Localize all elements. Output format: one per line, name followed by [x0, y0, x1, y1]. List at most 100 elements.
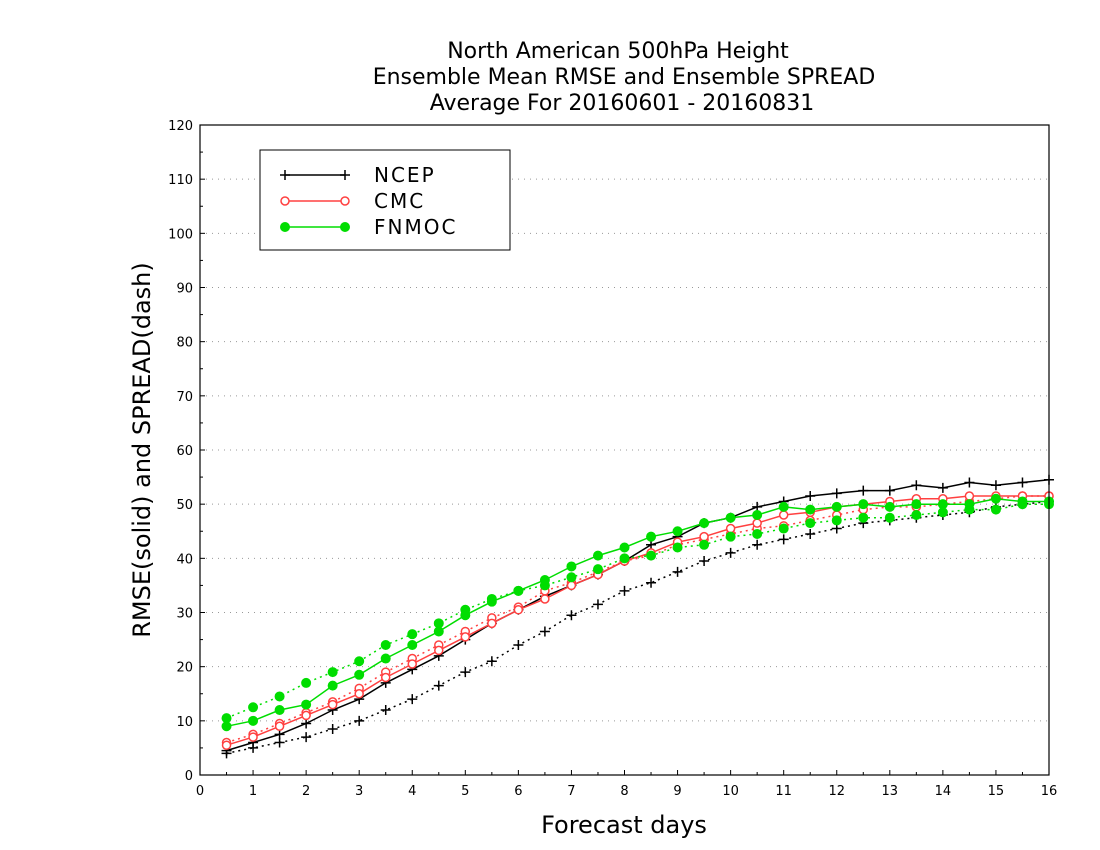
data-point-fnmoc-rmse [805, 504, 816, 515]
data-point-cmc-rmse [752, 518, 762, 528]
data-point-ncep-spread [460, 667, 471, 678]
data-point-cmc-rmse [513, 605, 524, 615]
data-point-ncep-rmse [964, 477, 975, 488]
data-point-fnmoc-spread [672, 542, 683, 553]
data-point-cmc-rmse [221, 740, 232, 750]
data-point-ncep-spread [646, 577, 657, 588]
data-point-ncep-spread [699, 556, 710, 567]
data-point-fnmoc-rmse [248, 715, 259, 726]
data-point-cmc-rmse [248, 732, 258, 742]
data-point-ncep-spread [513, 640, 524, 650]
data-point-ncep-spread [752, 539, 763, 550]
legend-marker-fnmoc [280, 222, 290, 232]
data-point-cmc-rmse [964, 491, 975, 501]
data-point-ncep-spread [354, 715, 365, 726]
data-point-cmc-rmse [778, 510, 789, 520]
y-tick-label: 100 [168, 227, 193, 242]
plot-series [221, 474, 1054, 759]
data-point-fnmoc-spread [990, 504, 1001, 515]
data-point-fnmoc-spread [619, 553, 630, 564]
x-tick-label: 6 [514, 784, 522, 799]
data-point-ncep-rmse [990, 480, 1001, 491]
data-point-fnmoc-spread [592, 564, 603, 575]
series-ncep [221, 474, 1054, 759]
series-cmc [221, 491, 1054, 750]
x-tick-label: 3 [355, 784, 363, 799]
y-axis: 0 10 20 30 40 50 60 70 80 90 100 110 120 [168, 119, 205, 784]
legend-label-fnmoc: FNMOC [374, 215, 457, 239]
data-point-ncep-spread [566, 610, 577, 621]
data-point-ncep-spread [301, 732, 312, 743]
data-point-ncep-spread [778, 534, 789, 545]
data-point-fnmoc-rmse [937, 499, 948, 510]
data-point-cmc-rmse [566, 580, 577, 591]
x-tick-label: 10 [722, 784, 739, 799]
legend-marker-fnmoc [340, 222, 350, 232]
y-tick-label: 110 [168, 173, 193, 188]
data-point-fnmoc-rmse [407, 640, 418, 650]
data-point-fnmoc-rmse [672, 526, 683, 537]
data-point-fnmoc-rmse [274, 705, 285, 715]
data-point-fnmoc-rmse [699, 518, 710, 529]
data-point-fnmoc-rmse [1017, 496, 1028, 507]
title-line-3: Average For 20160601 - 20160831 [430, 91, 815, 116]
data-point-cmc-rmse [380, 672, 391, 683]
data-point-fnmoc-spread [274, 691, 285, 702]
data-point-ncep-spread [672, 566, 683, 577]
y-axis-title: RMSE(solid) and SPREAD(dash) [128, 262, 156, 638]
data-point-fnmoc-spread [778, 523, 789, 534]
series-line-ncep-rmse [226, 479, 1050, 752]
data-point-cmc-rmse [540, 594, 550, 604]
x-tick-label: 9 [673, 784, 681, 799]
x-tick-label: 0 [196, 784, 204, 799]
y-tick-label: 30 [176, 607, 193, 622]
data-point-cmc-rmse [327, 699, 338, 710]
data-point-fnmoc-rmse [513, 585, 524, 596]
x-tick-label: 11 [775, 784, 792, 799]
data-point-ncep-spread [433, 680, 444, 691]
data-point-fnmoc-rmse [460, 610, 471, 621]
data-point-fnmoc-rmse [301, 699, 312, 710]
data-point-fnmoc-spread [301, 677, 312, 688]
data-point-fnmoc-rmse [380, 653, 391, 664]
legend-label-ncep: NCEP [374, 163, 436, 187]
data-point-fnmoc-spread [805, 518, 816, 529]
data-point-fnmoc-spread [752, 528, 763, 539]
data-point-fnmoc-spread [380, 640, 391, 650]
data-point-fnmoc-rmse [433, 626, 444, 637]
data-point-fnmoc-spread [831, 515, 842, 526]
series-line-fnmoc-spread [226, 503, 1049, 719]
series-line-cmc-rmse [226, 495, 1049, 746]
data-point-fnmoc-spread [884, 512, 895, 523]
data-point-fnmoc-spread [646, 550, 657, 561]
data-point-fnmoc-spread [407, 629, 418, 640]
data-point-fnmoc-rmse [778, 501, 789, 512]
x-tick-label: 4 [408, 784, 416, 799]
x-tick-label: 1 [249, 784, 257, 799]
x-tick-label: 8 [620, 784, 628, 799]
data-point-fnmoc-rmse [911, 499, 922, 510]
x-tick-label: 2 [302, 784, 310, 799]
data-point-fnmoc-rmse [539, 575, 550, 585]
y-tick-label: 10 [176, 715, 193, 730]
data-point-fnmoc-rmse [486, 596, 497, 607]
data-point-cmc-rmse [487, 618, 497, 629]
data-point-cmc-rmse [301, 710, 311, 721]
data-point-cmc-rmse [354, 689, 364, 699]
x-axis: 0 1 2 3 4 5 6 7 8 9 10 11 12 13 14 15 16 [196, 770, 1057, 799]
data-point-cmc-rmse [407, 659, 417, 669]
x-tick-label: 14 [935, 784, 952, 799]
data-point-fnmoc-spread [699, 539, 710, 550]
data-point-ncep-spread [327, 723, 338, 734]
data-point-ncep-rmse [301, 718, 312, 729]
data-point-ncep-spread [407, 694, 418, 705]
data-point-fnmoc-rmse [831, 501, 842, 512]
data-point-fnmoc-rmse [619, 542, 630, 553]
series-line-ncep-spread [226, 500, 1050, 755]
data-point-fnmoc-rmse [354, 669, 365, 680]
data-point-fnmoc-rmse [964, 499, 975, 510]
data-point-fnmoc-spread [858, 512, 869, 523]
y-tick-label: 40 [176, 552, 193, 567]
data-point-fnmoc-rmse [725, 512, 736, 523]
